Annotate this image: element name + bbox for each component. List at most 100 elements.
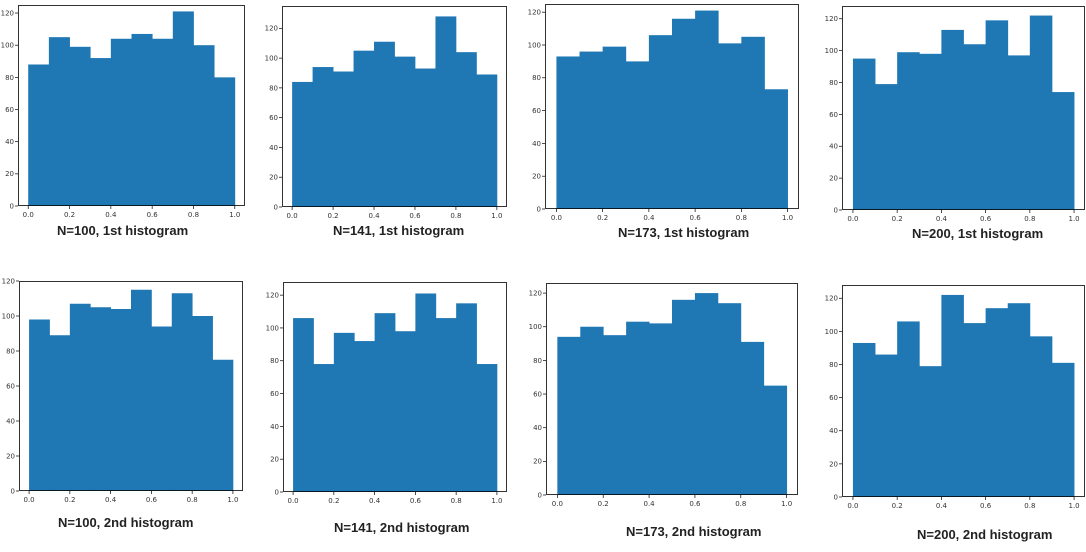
histogram-bar bbox=[672, 18, 696, 210]
histogram-bar bbox=[963, 323, 987, 497]
y-tick-label: 20 bbox=[6, 452, 15, 460]
histogram-bar bbox=[292, 81, 313, 207]
y-tick-label: 80 bbox=[829, 79, 838, 87]
histogram-bar bbox=[456, 303, 477, 492]
y-tick-label: 120 bbox=[528, 9, 541, 17]
y-tick-label: 120 bbox=[2, 277, 15, 285]
x-tick-label: 0.0 bbox=[847, 502, 858, 510]
histogram-caption: N=141, 2nd histogram bbox=[334, 520, 470, 535]
histogram-bar bbox=[455, 52, 477, 208]
x-tick-label: 0.8 bbox=[736, 214, 747, 222]
histogram-bar bbox=[354, 341, 376, 492]
y-tick-label: 40 bbox=[6, 417, 15, 425]
y-tick-label: 120 bbox=[1, 9, 14, 17]
y-tick-label: 40 bbox=[829, 143, 838, 151]
x-tick-label: 0.6 bbox=[147, 211, 159, 219]
histogram-panel: 0 20 40 60 80 100 120 0.0 0.2 0.4 0.6 0.8 1.0 bbox=[266, 282, 509, 510]
histogram-bar bbox=[476, 364, 498, 492]
y-tick-label: 0 bbox=[275, 488, 279, 496]
histogram-bar bbox=[695, 10, 719, 210]
axes-frame bbox=[545, 4, 799, 209]
y-tick-label: 120 bbox=[825, 295, 838, 303]
histogram-plot: 0 20 40 60 80 100 120 0.0 0.2 0.4 0.6 0.8 1.0 bbox=[825, 285, 1085, 510]
histogram-bar bbox=[312, 67, 334, 207]
histogram-bar bbox=[626, 321, 650, 495]
x-tick-label: 1.0 bbox=[782, 214, 793, 222]
y-tick-label: 0 bbox=[834, 206, 838, 214]
axes-frame bbox=[546, 283, 798, 495]
histogram-bar bbox=[69, 46, 91, 206]
histogram-bar bbox=[580, 326, 604, 495]
histogram-bar bbox=[741, 36, 765, 209]
histogram-bar bbox=[897, 52, 920, 210]
histogram-bar bbox=[694, 293, 719, 495]
x-tick-label: 0.0 bbox=[552, 500, 563, 508]
histogram-panel: 0 20 40 60 80 100 120 0.0 0.2 0.4 0.6 0.8 1.0 bbox=[1, 5, 247, 224]
histogram-bar bbox=[313, 364, 335, 492]
y-tick-label: 40 bbox=[829, 427, 838, 435]
x-tick-label: 1.0 bbox=[229, 211, 240, 219]
y-tick-label: 100 bbox=[528, 41, 541, 49]
y-tick-label: 120 bbox=[265, 25, 278, 33]
y-tick-label: 40 bbox=[270, 423, 279, 431]
y-tick-label: 40 bbox=[533, 424, 542, 432]
histogram-bar bbox=[672, 299, 696, 495]
x-tick-label: 0.4 bbox=[643, 214, 655, 222]
y-tick-label: 100 bbox=[825, 47, 838, 55]
histogram-bar bbox=[333, 332, 355, 492]
histogram-caption: N=141, 1st histogram bbox=[333, 223, 465, 238]
histogram-plot: 0 20 40 60 80 100 120 0.0 0.2 0.4 0.6 0.8 1.0 bbox=[528, 4, 799, 222]
y-tick-label: 80 bbox=[829, 361, 838, 369]
histogram-bar bbox=[717, 303, 742, 495]
x-tick-label: 0.4 bbox=[643, 500, 655, 508]
histogram-panel: 0 20 40 60 80 100 120 0.0 0.2 0.4 0.6 0.8 1.0 bbox=[825, 285, 1086, 515]
x-tick-label: 0.6 bbox=[410, 497, 422, 505]
histogram-bar bbox=[852, 58, 876, 210]
histogram-bar bbox=[875, 84, 898, 210]
histogram-bar bbox=[394, 56, 416, 207]
y-tick-label: 40 bbox=[532, 140, 541, 148]
histogram-bar bbox=[579, 51, 604, 210]
x-tick-label: 0.6 bbox=[146, 496, 158, 504]
histogram-bar bbox=[131, 33, 153, 206]
histogram-bar bbox=[1051, 362, 1075, 497]
histogram-bar bbox=[963, 44, 987, 210]
y-tick-label: 60 bbox=[270, 390, 279, 398]
y-tick-label: 60 bbox=[269, 114, 278, 122]
histogram-panel: 0 20 40 60 80 100 120 0.0 0.2 0.4 0.6 0.8 1.0 bbox=[825, 6, 1086, 228]
x-tick-label: 0.8 bbox=[450, 212, 461, 220]
y-tick-label: 100 bbox=[529, 323, 542, 331]
histogram-bar bbox=[718, 43, 742, 209]
histogram-bar bbox=[333, 71, 354, 207]
histogram-bar bbox=[414, 68, 436, 208]
x-tick-label: 1.0 bbox=[491, 212, 502, 220]
y-tick-label: 0 bbox=[834, 493, 838, 501]
x-tick-label: 0.4 bbox=[105, 211, 117, 219]
histogram-bar bbox=[852, 342, 876, 497]
x-tick-label: 0.2 bbox=[892, 502, 903, 510]
x-tick-label: 0.4 bbox=[936, 502, 948, 510]
y-tick-label: 0 bbox=[538, 491, 542, 499]
histogram-bar bbox=[193, 45, 215, 207]
y-tick-label: 40 bbox=[5, 138, 14, 146]
y-tick-label: 20 bbox=[269, 174, 278, 182]
x-tick-label: 1.0 bbox=[491, 497, 502, 505]
x-tick-label: 0.6 bbox=[690, 214, 702, 222]
histogram-bar bbox=[374, 41, 395, 207]
x-tick-label: 1.0 bbox=[1068, 502, 1079, 510]
x-tick-label: 0.4 bbox=[368, 212, 380, 220]
y-tick-label: 100 bbox=[1, 42, 14, 50]
histogram-bar bbox=[985, 20, 1009, 210]
x-tick-label: 0.2 bbox=[597, 214, 608, 222]
histogram-bar bbox=[1029, 336, 1053, 497]
histogram-bar bbox=[1029, 15, 1053, 210]
histogram-plot: 0 20 40 60 80 100 120 0.0 0.2 0.4 0.6 0.8 1.0 bbox=[265, 6, 507, 220]
histogram-bar bbox=[29, 319, 50, 491]
x-tick-label: 0.8 bbox=[451, 497, 462, 505]
y-tick-label: 100 bbox=[825, 328, 838, 336]
histogram-bar bbox=[556, 56, 580, 210]
axes-frame bbox=[282, 6, 507, 207]
y-tick-label: 40 bbox=[269, 144, 278, 152]
histogram-bar bbox=[476, 74, 498, 207]
axes-frame bbox=[842, 6, 1085, 210]
